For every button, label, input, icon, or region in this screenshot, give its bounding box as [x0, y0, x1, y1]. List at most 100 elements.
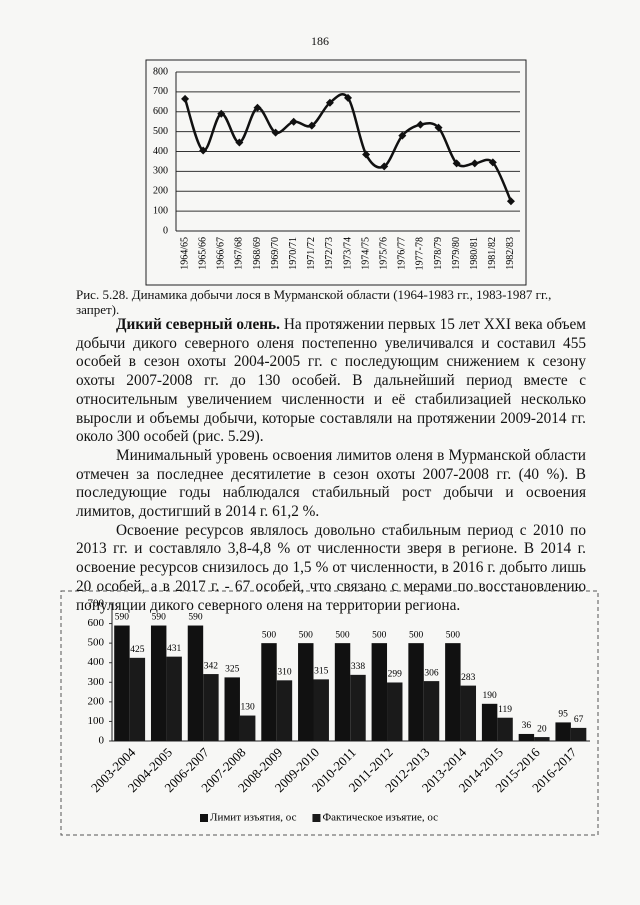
x-tick-label: 1971/72 — [306, 237, 317, 270]
x-tick-label: 1974/75 — [360, 237, 371, 270]
data-line — [183, 93, 513, 202]
y-tick-label: 100 — [88, 715, 105, 727]
y-tick-label: 500 — [88, 637, 105, 649]
paragraph: Дикий северный олень. На протяжении перв… — [76, 316, 586, 447]
x-tick-label: 1976/77 — [397, 237, 408, 270]
legend-swatch — [200, 814, 208, 822]
data-marker — [181, 94, 190, 103]
x-tick-label: 1973/74 — [342, 237, 353, 270]
data-label: 306 — [424, 668, 439, 678]
y-tick-label: 100 — [153, 205, 168, 216]
y-tick-label: 300 — [88, 676, 105, 688]
chart-frame — [60, 590, 599, 836]
y-tick-label: 0 — [99, 735, 105, 747]
bar — [239, 715, 256, 741]
bar — [570, 727, 587, 741]
bar — [298, 643, 314, 741]
data-label: 500 — [262, 630, 277, 640]
y-tick-label: 400 — [153, 146, 168, 157]
paragraph: Освоение ресурсов являлось довольно стаб… — [76, 522, 586, 616]
chart-frame — [145, 59, 527, 286]
bar — [534, 737, 550, 741]
data-marker — [398, 131, 407, 140]
data-label: 342 — [204, 661, 219, 671]
data-marker — [470, 159, 479, 168]
data-label: 67 — [574, 715, 584, 725]
bar — [166, 656, 182, 741]
data-label: 299 — [388, 670, 403, 680]
data-label: 283 — [461, 673, 476, 683]
data-label: 590 — [188, 613, 203, 623]
bar — [334, 643, 351, 741]
bar — [150, 625, 167, 741]
x-tick-label: 1977-78 — [415, 237, 426, 270]
paragraph-text: На протяжении первых 15 лет XXI века объ… — [76, 316, 586, 446]
data-marker — [235, 138, 244, 147]
data-marker — [217, 109, 226, 118]
x-tick-label: 1981/82 — [487, 237, 498, 270]
bar — [203, 674, 219, 741]
x-tick-label: 1978/79 — [433, 237, 444, 270]
page-number: 186 — [311, 34, 329, 48]
data-marker — [325, 98, 334, 107]
x-tick-label: 1982/83 — [505, 237, 516, 270]
x-tick-label: 1970/71 — [288, 237, 299, 270]
bar — [460, 685, 477, 741]
x-tick-label: 1975/76 — [379, 237, 390, 270]
bar — [313, 679, 329, 741]
x-tick-label: 1966/67 — [216, 237, 227, 270]
bar — [371, 643, 388, 741]
data-marker — [307, 121, 316, 130]
body-text: Дикий северный олень. На протяжении перв… — [76, 316, 586, 615]
figure-caption: Рис. 5.28. Динамика добычи лося в Мурман… — [76, 287, 552, 317]
y-tick-label: 400 — [88, 656, 105, 668]
bar — [423, 681, 440, 741]
data-marker — [488, 158, 497, 167]
paragraph-text: Минимальный уровень освоения лимитов оле… — [76, 446, 586, 521]
y-tick-label: 200 — [88, 695, 105, 707]
data-marker — [380, 162, 389, 171]
y-tick-label: 800 — [153, 66, 168, 77]
x-tick-label: 1969/70 — [270, 237, 281, 270]
data-marker — [271, 128, 280, 137]
paragraph: Минимальный уровень освоения лимитов оле… — [76, 447, 586, 522]
data-label: 95 — [558, 710, 568, 720]
data-label: 500 — [372, 630, 387, 640]
data-marker — [362, 150, 371, 159]
bar — [114, 625, 130, 741]
bar — [497, 717, 513, 741]
paragraph-lead: Дикий северный олень. — [116, 316, 280, 333]
bar — [261, 643, 277, 741]
x-tick-label: 1979/80 — [451, 237, 462, 270]
data-label: 590 — [152, 613, 167, 623]
data-label: 338 — [351, 662, 366, 672]
data-label: 119 — [498, 705, 512, 715]
x-tick-label: 1980/81 — [469, 237, 480, 270]
bar — [387, 682, 403, 741]
legend-label: Фактическое изъятие, ос — [322, 812, 438, 824]
data-marker — [434, 123, 443, 132]
data-label: 431 — [167, 644, 182, 654]
bar — [481, 703, 498, 741]
y-tick-label: 300 — [153, 166, 168, 177]
data-label: 500 — [446, 630, 461, 640]
y-tick-label: 600 — [153, 106, 168, 117]
bar — [276, 680, 293, 741]
data-label: 325 — [225, 665, 240, 675]
legend-swatch — [312, 814, 321, 822]
bar — [187, 625, 204, 741]
bar — [555, 722, 571, 741]
data-label: 500 — [335, 630, 350, 640]
data-marker — [199, 146, 208, 155]
x-tick-label: 1967/68 — [234, 237, 245, 270]
data-label: 20 — [537, 724, 547, 734]
bar — [518, 733, 535, 741]
data-marker — [506, 197, 515, 206]
data-marker — [452, 159, 461, 168]
data-marker — [253, 103, 262, 112]
bar — [445, 643, 461, 741]
x-tick-label: 1965/66 — [197, 237, 208, 270]
y-tick-label: 0 — [163, 225, 168, 236]
